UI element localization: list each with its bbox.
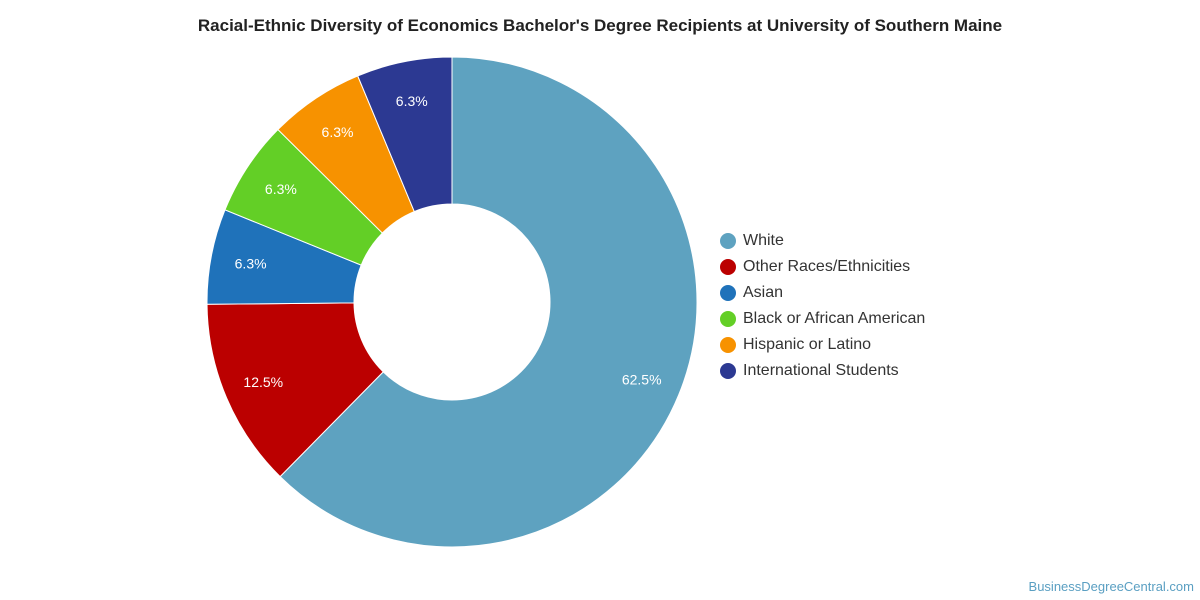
legend-label: Hispanic or Latino xyxy=(743,336,872,353)
slice-other-races-ethnicities xyxy=(206,302,384,478)
legend-marker-icon xyxy=(720,285,736,301)
legend-label: Black or African American xyxy=(743,310,926,327)
chart-title: Racial-Ethnic Diversity of Economics Bac… xyxy=(197,16,1003,35)
legend-item[interactable]: Asian xyxy=(720,280,925,306)
legend-item[interactable]: Other Races/Ethnicities xyxy=(720,254,925,280)
slice-value-label: 6.3% xyxy=(396,93,428,109)
legend-item[interactable]: Black or African American xyxy=(720,306,925,332)
legend-label: White xyxy=(743,232,784,249)
legend-marker-icon xyxy=(720,311,736,327)
legend-item[interactable]: White xyxy=(720,228,925,254)
legend-label: International Students xyxy=(743,362,899,379)
slice-value-label: 6.3% xyxy=(265,181,297,197)
slice-white xyxy=(279,56,698,548)
legend-marker-icon xyxy=(720,363,736,379)
slice-international-students xyxy=(357,56,453,213)
legend-marker-icon xyxy=(720,233,736,249)
slice-value-label: 12.5% xyxy=(243,374,283,390)
legend-marker-icon xyxy=(720,259,736,275)
slice-value-label: 6.3% xyxy=(322,124,354,140)
legend-label: Other Races/Ethnicities xyxy=(743,258,911,275)
legend-item[interactable]: Hispanic or Latino xyxy=(720,332,925,358)
legend-marker-icon xyxy=(720,337,736,353)
legend-item[interactable]: International Students xyxy=(720,358,925,384)
legend-label: Asian xyxy=(743,284,784,301)
slice-value-label: 6.3% xyxy=(235,256,267,272)
chart-legend: White Other Races/Ethnicities Asian Black o… xyxy=(720,228,925,384)
slice-value-label: 62.5% xyxy=(622,372,662,388)
watermark: BusinessDegreeCentral.com xyxy=(1028,579,1194,594)
